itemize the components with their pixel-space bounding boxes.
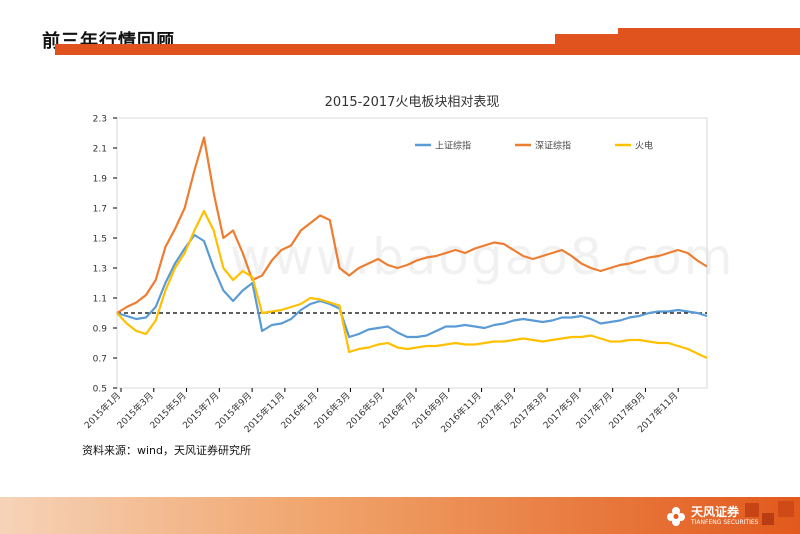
header-accent-bar-top [618,28,800,35]
y-tick-label: 2.3 [93,115,107,125]
y-tick-label: 1.7 [93,205,107,215]
header-accent-bar-step [555,34,800,45]
header-accent-bar [55,44,800,55]
y-tick-label: 1.1 [93,295,107,305]
footer-decor-square [778,501,794,517]
series-line-2 [116,136,708,314]
y-tick-label: 1.9 [93,175,108,185]
brand-logo: 天风证券 TIANFENG SECURITIES [665,503,758,529]
series-line-3 [116,209,708,359]
y-tick-label: 1.5 [93,235,107,245]
y-tick-label: 0.7 [93,355,107,365]
footer-band [0,497,800,534]
relative-performance-chart: 2015-2017火电板块相对表现 0.5 0.7 0.9 1.1 1.3 1.5 1.7 1.… [82,95,708,435]
legend-label: 上证综指 [435,140,471,152]
legend-label: 火电 [635,140,653,152]
y-tick-label: 1.3 [93,265,107,275]
y-tick-label: 2.1 [93,145,107,155]
series-line-1 [116,233,708,339]
footer-decor-square [745,503,759,517]
brand-name: 天风证券 [691,505,740,519]
header-band [0,0,800,18]
brand-tagline: TIANFENG SECURITIES [691,519,759,526]
y-tick-label: 0.9 [93,325,108,335]
legend-label: 深证综指 [535,140,571,152]
source-note: 资料来源：wind，天风证券研究所 [82,444,252,457]
chart-title: 2015-2017火电板块相对表现 [325,95,500,110]
y-tick-label: 0.5 [93,385,107,395]
flower-icon [667,507,685,526]
footer-decor-square [762,513,774,525]
plot-area-border [116,117,708,389]
